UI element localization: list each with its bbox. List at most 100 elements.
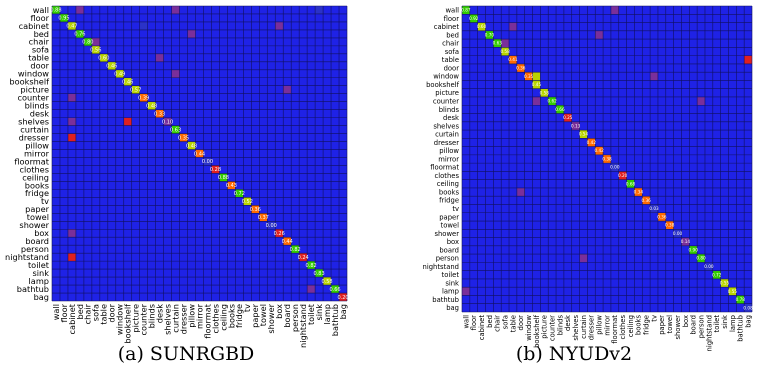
caption-a: (a) SUNRGBD (117, 343, 255, 365)
diagonal-value-label: 0.00 (610, 165, 620, 170)
off-diagonal-cell (744, 55, 752, 64)
y-tick-label: box (34, 228, 49, 238)
x-tick-label: bookshelf (123, 303, 133, 344)
off-diagonal-cell (595, 30, 604, 40)
y-tick-label: window (433, 73, 459, 81)
diagonal-value-label: 0.03 (649, 206, 659, 211)
diagonal-value-label: 0.00 (673, 231, 683, 236)
diagonal-cell (99, 53, 108, 62)
diagonal-cell (75, 29, 84, 38)
heatmap-nyudv2: 0.87 0.92 0.60 0.70 0.63 0.58 0.41 0.36 0.35 0.45… (423, 5, 753, 351)
x-tick-label: desk (564, 315, 572, 331)
diagonal-value-label: 0.66 (555, 107, 565, 112)
diagonal-value-label: 0.44 (282, 239, 293, 245)
diagonal-value-label: 0.54 (579, 132, 589, 137)
diagonal-cell (556, 105, 564, 114)
diagonal-cell (163, 117, 172, 126)
off-diagonal-cell (650, 72, 658, 81)
diagonal-cell (681, 237, 690, 246)
diagonal-cell (610, 163, 619, 172)
x-tick-label: toilet (306, 303, 316, 325)
y-tick-label: cabinet (434, 23, 460, 31)
y-tick-label: floormat (14, 156, 49, 166)
x-tick-label: cabinet (478, 315, 486, 341)
x-tick-label: lamp (729, 315, 737, 332)
x-tick-label: bed (486, 315, 494, 328)
diagonal-value-label: 0.08 (743, 305, 753, 310)
off-diagonal-cell (697, 96, 705, 106)
x-tick-label: paper (658, 315, 666, 335)
diagonal-cell (123, 77, 132, 86)
diagonal-cell (540, 88, 549, 97)
diagonal-cell (493, 39, 502, 48)
y-tick-label: bookshelf (426, 81, 459, 89)
x-tick-label: nightstand (705, 315, 713, 351)
diagonal-value-label: 0.35 (178, 135, 189, 141)
y-tick-label: mirror (438, 155, 459, 163)
diagonal-cell (131, 85, 140, 94)
diagonal-cell (179, 133, 188, 142)
off-diagonal-cell (315, 6, 324, 14)
x-tick-label: shelves (162, 304, 172, 335)
off-diagonal-cell (91, 37, 100, 46)
diagonal-value-label: 0.48 (146, 103, 157, 109)
diagonal-cell (211, 165, 220, 174)
x-tick-label: ceiling (218, 304, 228, 331)
y-tick-label: bed (34, 29, 49, 39)
diagonal-cell (704, 262, 713, 271)
diagonal-value-label: 0.72 (234, 191, 245, 197)
y-tick-label: bed (446, 31, 459, 39)
diagonal-value-label: 0.46 (122, 79, 133, 85)
x-tick-label: wall (51, 304, 61, 320)
diagonal-cell (697, 254, 705, 263)
off-diagonal-cell (67, 93, 76, 102)
diagonal-cell (532, 80, 541, 89)
diagonal-cell (171, 125, 180, 134)
x-tick-label: shower (266, 303, 276, 333)
y-tick-label: pillow (25, 140, 49, 150)
y-tick-label: clothes (435, 172, 460, 180)
x-tick-label: counter (549, 315, 557, 341)
y-tick-label: sofa (445, 48, 459, 56)
diagonal-value-label: 0.88 (218, 175, 229, 181)
x-tick-label: picture (541, 315, 549, 339)
diagonal-cell (712, 270, 721, 279)
off-diagonal-cell (75, 6, 84, 14)
diagonal-cell (187, 141, 196, 150)
diagonal-cell (91, 45, 100, 54)
y-tick-label: shower (19, 220, 49, 230)
y-tick-label: bag (34, 292, 49, 302)
x-tick-label: tv (650, 315, 658, 322)
diagonal-value-label: 0.38 (665, 223, 675, 228)
off-diagonal-cell (123, 117, 132, 126)
off-diagonal-cell (67, 117, 76, 126)
x-tick-label: window (115, 304, 125, 335)
diagonal-value-label: 0.88 (50, 8, 61, 14)
diagonal-cell (571, 121, 580, 131)
y-tick-label: towel (27, 212, 49, 222)
x-tick-label: sofa (501, 315, 509, 329)
diagonal-value-label: 0.63 (493, 41, 503, 46)
x-tick-label: ceiling (627, 315, 635, 337)
diagonal-value-label: 0.70 (485, 32, 495, 37)
diagonal-cell (563, 113, 572, 122)
diagonal-value-label: 0.76 (74, 32, 85, 38)
diagonal-value-label: 0.41 (508, 57, 518, 62)
x-tick-label: curtain (580, 315, 588, 339)
diagonal-value-label: 0.66 (329, 287, 340, 293)
x-tick-label: dresser (178, 303, 188, 334)
x-tick-label: books (226, 304, 236, 328)
off-diagonal-cell (610, 6, 619, 15)
diagonal-value-label: 0.42 (587, 140, 597, 145)
y-tick-label: picture (435, 89, 459, 97)
off-diagonal-cell (139, 21, 148, 30)
y-tick-label: wall (445, 7, 459, 15)
diagonal-cell (291, 245, 300, 254)
off-diagonal-cell (516, 187, 525, 197)
diagonal-value-label: 0.00 (704, 264, 714, 269)
x-tick-label: table (509, 315, 517, 332)
x-tick-label: window (525, 315, 533, 341)
x-tick-label: box (682, 315, 690, 327)
diagonal-value-label: 0.68 (626, 181, 636, 186)
diagonal-value-label: 0.95 (58, 16, 69, 22)
